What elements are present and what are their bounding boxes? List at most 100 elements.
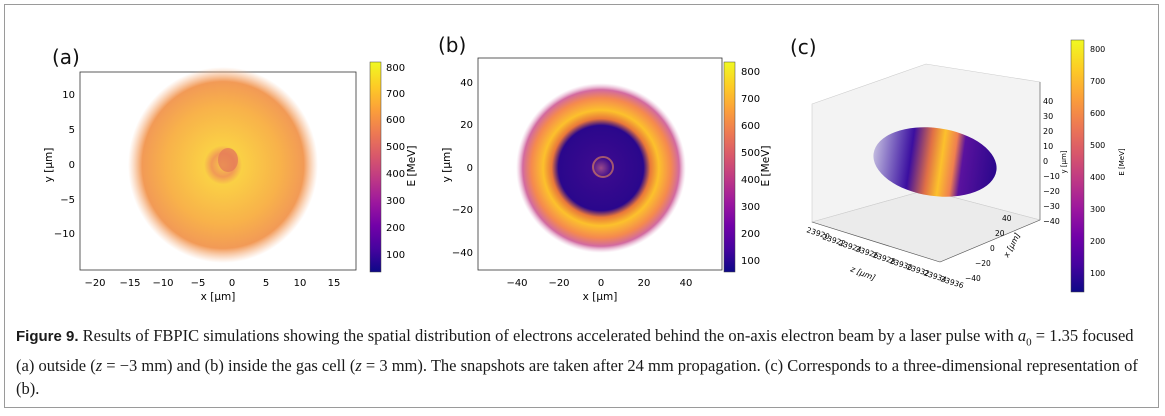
panel-b-label: (b) [438,33,466,57]
tick-label: 20 [995,229,1005,238]
tick-label: 10 [62,90,75,101]
panel-b-electron-distribution [516,83,686,253]
tick-label: −40 [965,274,981,283]
tick-label: 30 [1043,112,1053,121]
panel-a-core [218,148,238,172]
caption-z-inside: z [355,356,362,376]
panel-c-xlabel: z [μm] [848,264,876,282]
tick-label: 400 [741,175,760,186]
tick-label: −10 [54,229,75,240]
tick-label: 0 [69,160,75,171]
tick-label: 800 [1090,45,1105,54]
panel-a-label: (a) [52,45,80,69]
tick-label: −20 [84,278,105,289]
tick-label: 10 [294,278,307,289]
tick-label: 23936 [939,274,965,290]
tick-label: 20 [638,278,651,289]
panel-b-core [592,156,614,178]
figure-frame [4,4,1159,408]
tick-label: 0 [990,244,995,253]
tick-label: −20 [975,259,991,268]
caption-z-outside-value: = −3 mm) and (b) inside the gas cell ( [106,356,356,376]
tick-label: 0 [598,278,604,289]
caption-text-2: focused (a) outside ( [16,326,1134,376]
caption-label: Figure 9. [16,328,79,345]
panel-b-colorbar [723,61,736,273]
tick-label: −5 [191,278,206,289]
tick-label: 20 [460,120,473,131]
tick-label: 200 [386,223,405,234]
caption-a0-symbol: a [1017,326,1027,345]
panel-a-ylabel: y [μm] [43,148,55,183]
panel-a-xlabel: x [μm] [201,291,236,303]
tick-label: 300 [1090,205,1105,214]
tick-label: 400 [1090,173,1105,182]
tick-label: 10 [1043,142,1053,151]
tick-label: −20 [1043,187,1060,196]
tick-label: 700 [1090,77,1105,86]
figure-caption: Figure 9. Results of FBPIC simulations s… [16,324,1146,400]
tick-label: −40 [506,278,527,289]
tick-label: 100 [741,256,760,267]
panel-c-zticks: 40 30 20 10 0 −10 −20 −30 −40 [1043,97,1060,226]
panel-a-xticks: −20 −15 −10 −5 0 5 10 15 [84,278,340,289]
tick-label: 500 [386,142,405,153]
tick-label: 500 [1090,141,1105,150]
tick-label: 600 [1090,109,1105,118]
tick-label: 100 [386,250,405,261]
tick-label: 600 [386,115,405,126]
tick-label: −30 [1043,202,1060,211]
tick-label: 400 [386,169,405,180]
panel-b-xlabel: x [μm] [583,291,618,303]
caption-text-1: Results of FBPIC simulations showing the… [82,326,1014,345]
panel-a-cbar-ticks: 800 700 600 500 400 300 200 100 [386,63,405,261]
caption-a0-value: = 1.35 [1035,326,1079,345]
tick-label: 200 [741,229,760,240]
panel-b-ylabel: y [μm] [441,148,453,183]
tick-label: −10 [152,278,173,289]
panel-a-colorbar [369,61,382,273]
tick-label: 15 [328,278,341,289]
panel-a-yticks: 10 5 0 −5 −10 [54,90,75,240]
tick-label: 200 [1090,237,1105,246]
panel-b-yticks: 40 20 0 −20 −40 [452,78,473,259]
tick-label: 5 [69,125,75,136]
tick-label: −40 [452,248,473,259]
panel-c-electron-distribution [873,127,997,197]
tick-label: 0 [467,163,473,174]
panel-c-cbar-label: E [MeV] [1118,148,1126,176]
panel-c: (c) 40 30 20 10 0 −10 −20 −30 −40 y [μm]… [790,35,1126,293]
panel-c-colorbar [1070,39,1085,293]
tick-label: −15 [119,278,140,289]
panel-b: (b) −40 −20 0 20 40 40 20 0 −20 −40 x [μ… [438,33,772,303]
tick-label: 40 [1043,97,1053,106]
tick-label: −20 [548,278,569,289]
caption-z-outside: z [95,356,103,376]
caption-z-inside-value: = 3 mm). The snapshots are taken after 2… [16,356,1138,399]
tick-label: −5 [60,195,75,206]
panel-a-cbar-label: E [MeV] [406,146,418,187]
tick-label: 600 [741,121,760,132]
tick-label: −40 [1043,217,1060,226]
panel-c-cbar-ticks: 800 700 600 500 400 300 200 100 [1090,45,1105,278]
tick-label: 300 [386,196,405,207]
tick-label: 40 [460,78,473,89]
tick-label: 800 [741,67,760,78]
tick-label: 40 [680,278,693,289]
tick-label: 0 [1043,157,1048,166]
panel-b-cbar-ticks: 800 700 600 500 400 300 200 100 [741,67,760,267]
panel-c-yticks: 40 20 0 −20 −40 [965,214,1012,283]
tick-label: 0 [229,278,235,289]
tick-label: 700 [741,94,760,105]
panel-b-xticks: −40 −20 0 20 40 [506,278,692,289]
panel-c-label: (c) [790,35,817,59]
tick-label: 500 [741,148,760,159]
caption-a0-sub: 0 [1026,336,1032,349]
tick-label: 20 [1043,127,1053,136]
figure-canvas: (a) −20 −15 −10 −5 0 5 10 15 10 5 0 −5 −… [43,33,1126,303]
tick-label: 5 [263,278,269,289]
tick-label: 40 [1002,214,1012,223]
tick-label: 100 [1090,269,1105,278]
tick-label: 800 [386,63,405,74]
tick-label: 300 [741,202,760,213]
